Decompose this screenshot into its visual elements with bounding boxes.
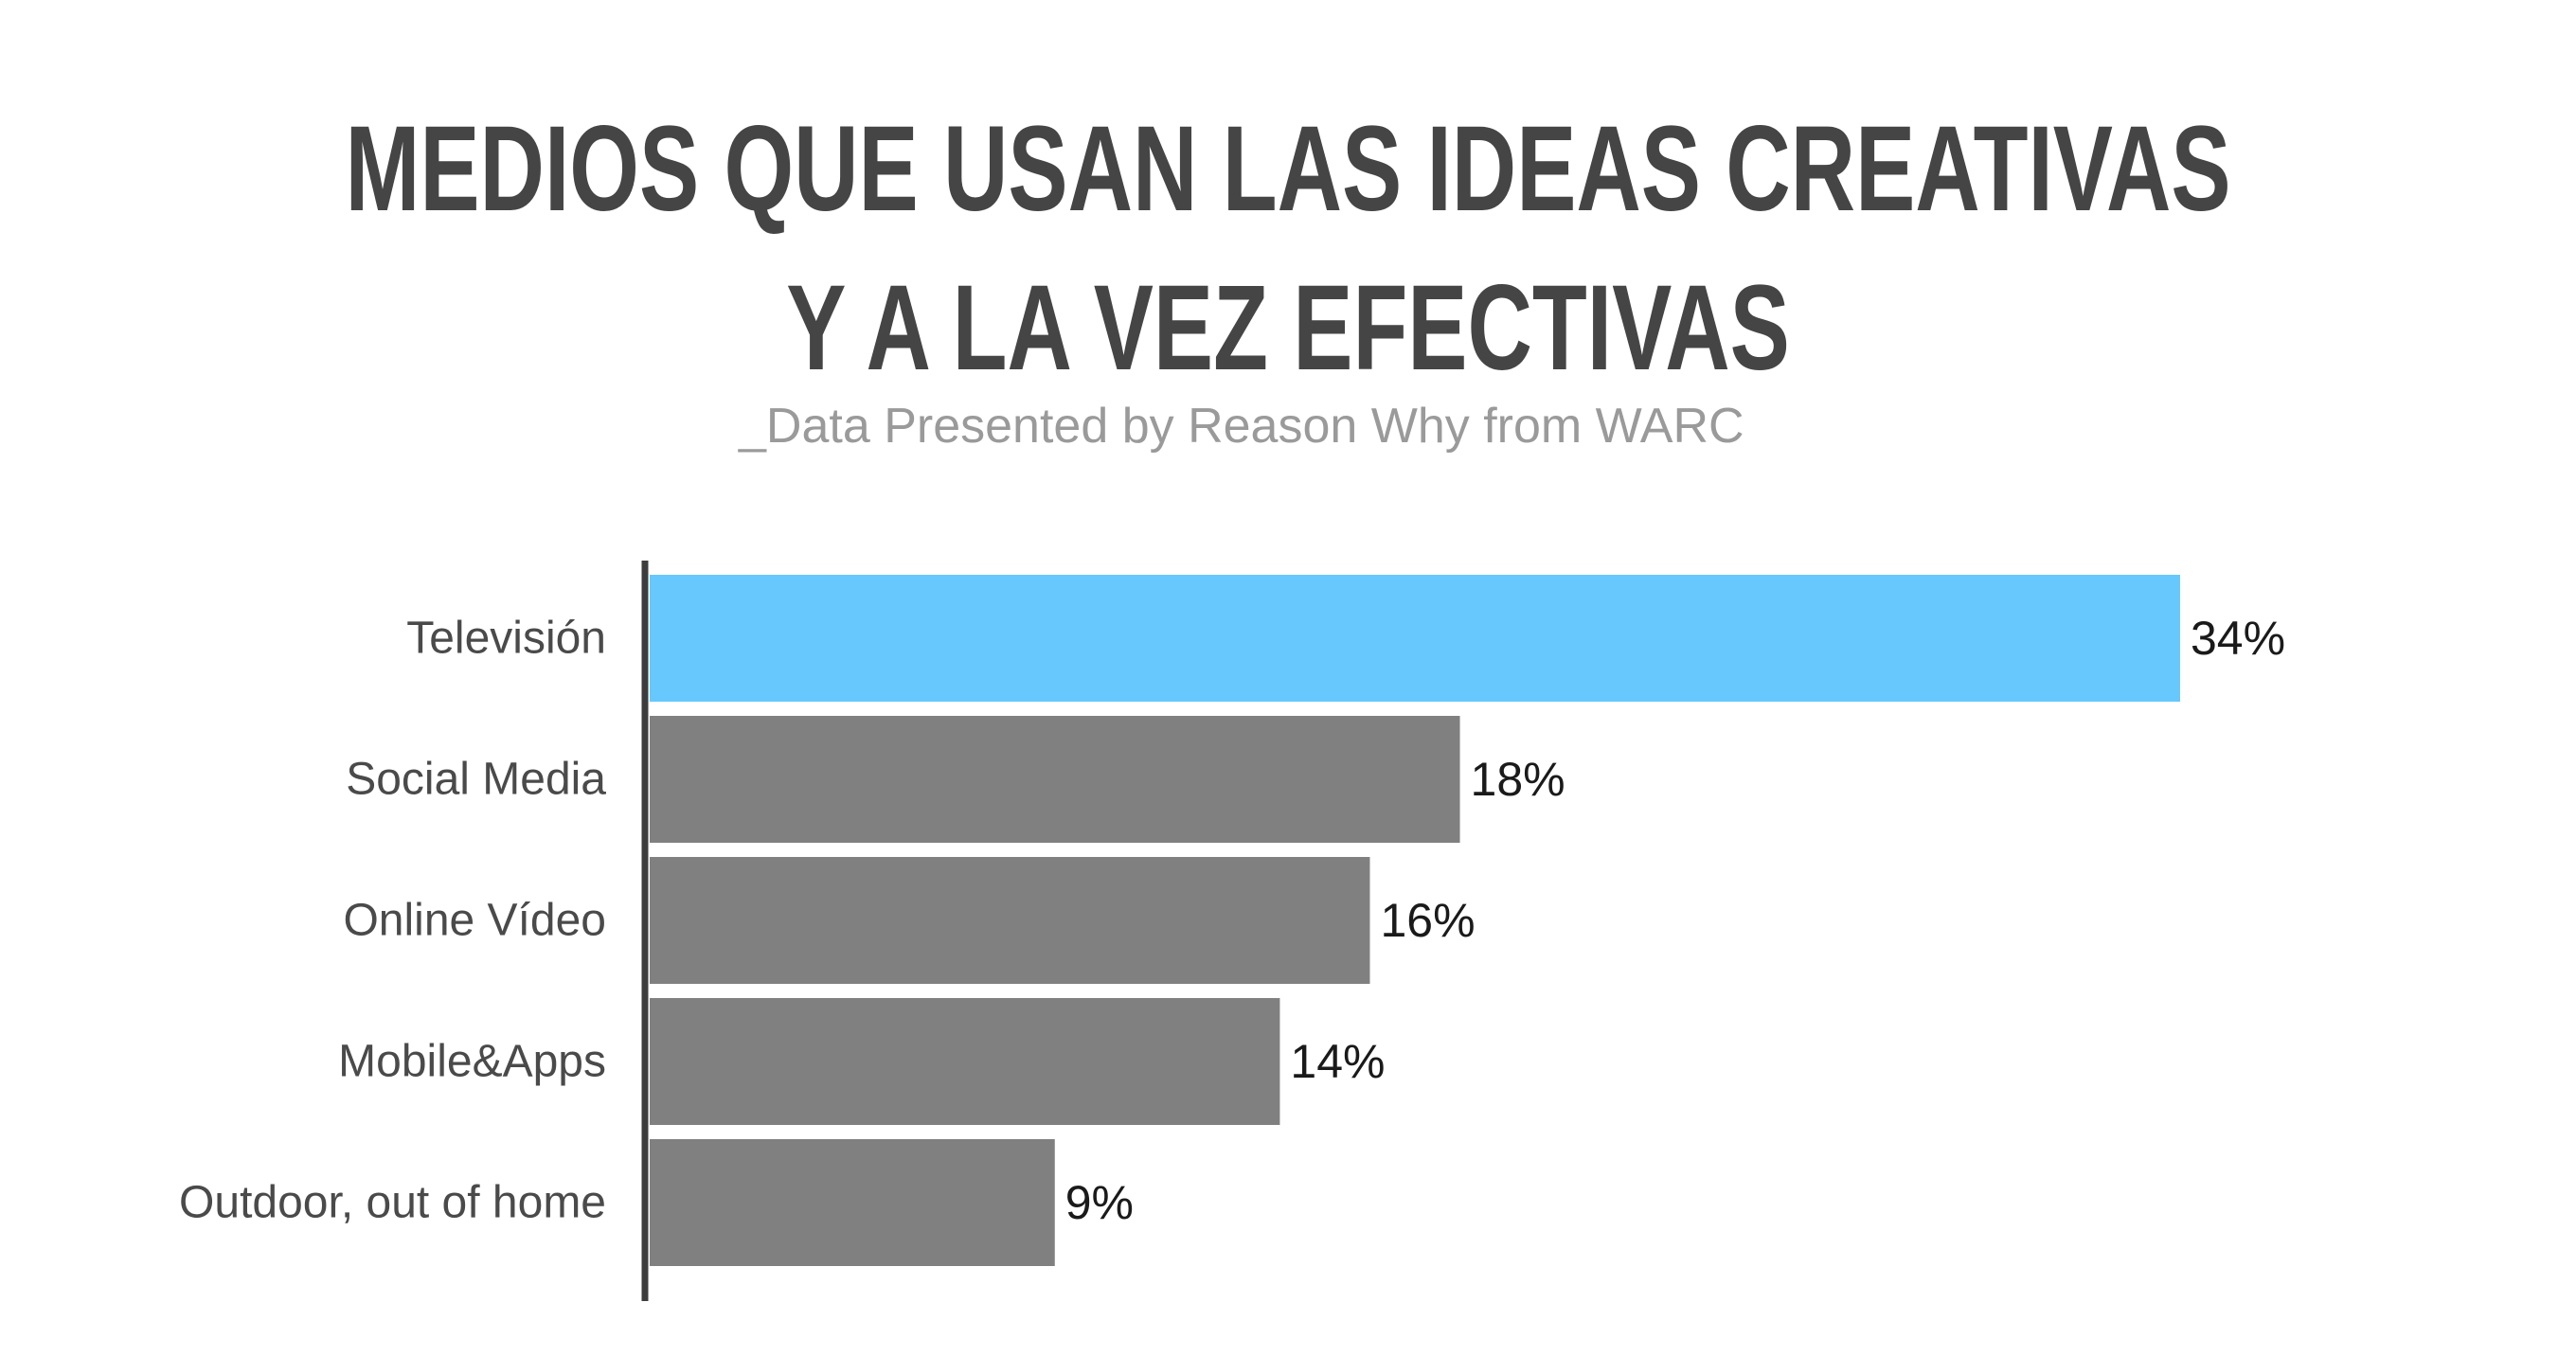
category-label-1: Social Media	[346, 755, 606, 805]
value-label-0: 34%	[2191, 612, 2285, 665]
value-label-3: 14%	[1290, 1035, 1385, 1088]
bar-0	[650, 575, 2180, 702]
bar-3	[650, 998, 1280, 1125]
bars-layer	[650, 575, 2180, 1266]
bar-4	[650, 1139, 1055, 1266]
bar-1	[650, 716, 1460, 843]
category-label-3: Mobile&Apps	[338, 1037, 606, 1087]
bar-2	[650, 857, 1370, 984]
chart-title: MEDIOS QUE USAN LAS IDEAS CREATIVAS Y A …	[0, 90, 2576, 408]
category-label-2: Online Vídeo	[343, 896, 606, 946]
value-label-2: 16%	[1380, 894, 1475, 947]
category-label-0: Televisión	[406, 614, 606, 664]
category-labels: Televisión Social Media Online Vídeo Mobile…	[179, 614, 606, 1228]
value-label-1: 18%	[1471, 753, 1565, 806]
chart-title-line-2: Y A LA VEZ EFECTIVAS	[786, 260, 1790, 396]
chart-subtitle: _Data Presented by Reason Why from WARC	[739, 399, 1744, 454]
value-labels: 34% 18% 16% 14% 9%	[1065, 612, 2285, 1229]
category-label-4: Outdoor, out of home	[179, 1178, 606, 1228]
value-label-4: 9%	[1065, 1176, 1134, 1229]
chart-title-line-1: MEDIOS QUE USAN LAS IDEAS CREATIVAS	[345, 101, 2231, 237]
